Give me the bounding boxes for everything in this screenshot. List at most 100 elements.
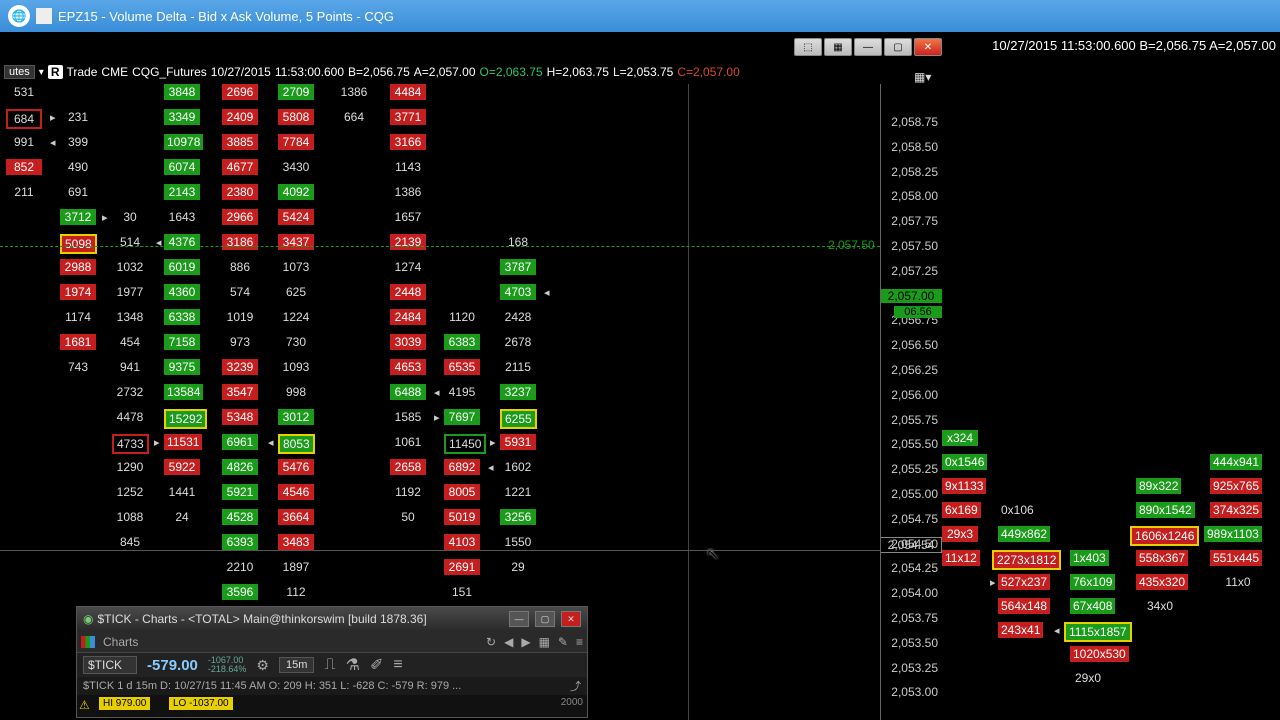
close-button[interactable]: ✕ bbox=[914, 38, 942, 56]
timeframe-select[interactable]: 15m bbox=[279, 657, 314, 673]
tb-cqg[interactable]: CQG_Futures bbox=[132, 65, 207, 79]
symbol-value: -579.00 bbox=[147, 657, 198, 674]
volume-cell: 1073 bbox=[278, 259, 314, 275]
bidask-cell: x324 bbox=[942, 430, 978, 446]
volume-cell: 852 bbox=[6, 159, 42, 175]
volume-cell: 625 bbox=[278, 284, 314, 300]
volume-cell: 1290 bbox=[112, 459, 148, 475]
volume-cell: 3771 bbox=[390, 109, 426, 125]
refresh-icon[interactable]: ↻ bbox=[486, 635, 496, 649]
volume-cell: 13584 bbox=[164, 384, 203, 400]
tos-tabs: Charts ↻ ◀ ▶ ▦ ✎ ≡ bbox=[77, 631, 587, 653]
volume-cell: 1550 bbox=[500, 534, 536, 550]
volume-cell: 4360 bbox=[164, 284, 200, 300]
crosshair-vertical bbox=[688, 84, 689, 720]
volume-cell: 1093 bbox=[278, 359, 314, 375]
tos-close-button[interactable]: ✕ bbox=[561, 611, 581, 627]
price-tick: 2,058.00 bbox=[891, 189, 938, 203]
menu-icon[interactable]: ≡ bbox=[576, 635, 583, 649]
tb-cme[interactable]: CME bbox=[101, 65, 128, 79]
price-tick: 2,058.25 bbox=[891, 165, 938, 179]
arrow-icon: ◂ bbox=[434, 386, 440, 399]
volume-cell: 3437 bbox=[278, 234, 314, 250]
volume-cell: 3787 bbox=[500, 259, 536, 275]
bidask-cell: 890x1542 bbox=[1136, 502, 1195, 518]
doc-icon bbox=[36, 8, 52, 24]
volume-cell: 4826 bbox=[222, 459, 258, 475]
price-crosshair-label: 2,054.54 bbox=[880, 537, 942, 553]
tos-window[interactable]: ◉ $TICK - Charts - <TOTAL> Main@thinkors… bbox=[76, 606, 588, 718]
price-axis[interactable]: 2,058.752,058.502,058.252,058.002,057.75… bbox=[880, 84, 942, 720]
volume-cell: 664 bbox=[336, 109, 372, 125]
draw-icon[interactable]: ✎ bbox=[558, 635, 568, 649]
forward-icon[interactable]: ▶ bbox=[521, 635, 530, 649]
bidask-cell: 558x367 bbox=[1136, 550, 1188, 566]
symbol-input[interactable]: $TICK bbox=[83, 656, 137, 674]
volume-cell: 29 bbox=[500, 559, 536, 575]
arrow-icon: ◂ bbox=[1054, 624, 1060, 637]
volume-cell: 10978 bbox=[164, 134, 203, 150]
volume-cell: 1386 bbox=[390, 184, 426, 200]
volume-cell: 3039 bbox=[390, 334, 426, 350]
tb-time: 11:53:00.600 bbox=[275, 65, 344, 79]
volume-cell: 1897 bbox=[278, 559, 314, 575]
volume-cell: 886 bbox=[222, 259, 258, 275]
candle-icon[interactable]: ⎍ bbox=[324, 656, 335, 674]
volume-cell: 4484 bbox=[390, 84, 426, 100]
win-btn-2[interactable]: ▦ bbox=[824, 38, 852, 56]
volume-cell: 730 bbox=[278, 334, 314, 350]
tos-tab-charts[interactable]: Charts bbox=[103, 635, 138, 649]
bid-ask-grid[interactable]: x3240x15469x11336x16929x311x120x106449x8… bbox=[942, 84, 1280, 720]
study-icon[interactable]: ⚗ bbox=[346, 655, 360, 675]
volume-cell: 15292 bbox=[164, 409, 207, 429]
volume-cell: 4195 bbox=[444, 384, 480, 400]
last-price-line bbox=[0, 246, 880, 247]
gear-icon[interactable]: ⚙ bbox=[256, 657, 269, 674]
win-btn-1[interactable]: ⬚ bbox=[794, 38, 822, 56]
price-tick: 2,057.50 bbox=[891, 239, 938, 253]
volume-cell: 1061 bbox=[390, 434, 426, 450]
alert-icon[interactable]: ⚠ bbox=[79, 698, 90, 712]
volume-cell: 1032 bbox=[112, 259, 148, 275]
volume-cell: 6338 bbox=[164, 309, 200, 325]
tos-app-icon: ◉ bbox=[83, 612, 93, 626]
back-icon[interactable]: ◀ bbox=[504, 635, 513, 649]
volume-cell: 1977 bbox=[112, 284, 148, 300]
tos-ytick: 2000 bbox=[561, 697, 583, 708]
tos-chart-area[interactable]: ⚠ HI 979.00 LO -1037.00 2000 bbox=[77, 695, 587, 717]
share-icon[interactable]: ⤴ bbox=[570, 678, 581, 694]
tos-maximize-button[interactable]: ▢ bbox=[535, 611, 555, 627]
tb-trade[interactable]: Trade bbox=[67, 65, 98, 79]
chart-icon bbox=[81, 636, 95, 648]
minimize-button[interactable]: — bbox=[854, 38, 882, 56]
bidask-cell: 6x169 bbox=[942, 502, 981, 518]
volume-cell: 1657 bbox=[390, 209, 426, 225]
volume-cell: 2691 bbox=[444, 559, 480, 575]
tool-icon[interactable]: ✐ bbox=[370, 655, 383, 675]
bidask-cell: 449x862 bbox=[998, 526, 1050, 542]
tb-low: L=2,053.75 bbox=[613, 65, 673, 79]
r-toggle[interactable]: R bbox=[48, 65, 63, 79]
bidask-cell: 564x148 bbox=[998, 598, 1050, 614]
bidask-cell: 1x403 bbox=[1070, 550, 1109, 566]
volume-cell: 3483 bbox=[278, 534, 314, 550]
price-tick: 2,058.75 bbox=[891, 115, 938, 129]
volume-cell: 4546 bbox=[278, 484, 314, 500]
tos-minimize-button[interactable]: — bbox=[509, 611, 529, 627]
volume-cell: 3186 bbox=[222, 234, 258, 250]
list-icon[interactable]: ≡ bbox=[393, 656, 402, 674]
price-tick: 2,057.00 bbox=[880, 289, 942, 303]
volume-cell: 4653 bbox=[390, 359, 426, 375]
timeframe-dropdown[interactable]: utes bbox=[4, 65, 35, 79]
volume-cell: 6535 bbox=[444, 359, 480, 375]
volume-cell: 531 bbox=[6, 84, 42, 100]
tos-titlebar[interactable]: ◉ $TICK - Charts - <TOTAL> Main@thinkors… bbox=[77, 607, 587, 631]
volume-cell: 2210 bbox=[222, 559, 258, 575]
maximize-button[interactable]: ▢ bbox=[884, 38, 912, 56]
arrow-icon: ▸ bbox=[102, 211, 108, 224]
volume-cell: 2988 bbox=[60, 259, 96, 275]
volume-cell: 5808 bbox=[278, 109, 314, 125]
bidask-cell: 11x0 bbox=[1220, 574, 1256, 590]
grid-icon[interactable]: ▦ bbox=[539, 635, 550, 649]
volume-cell: 1643 bbox=[164, 209, 200, 225]
